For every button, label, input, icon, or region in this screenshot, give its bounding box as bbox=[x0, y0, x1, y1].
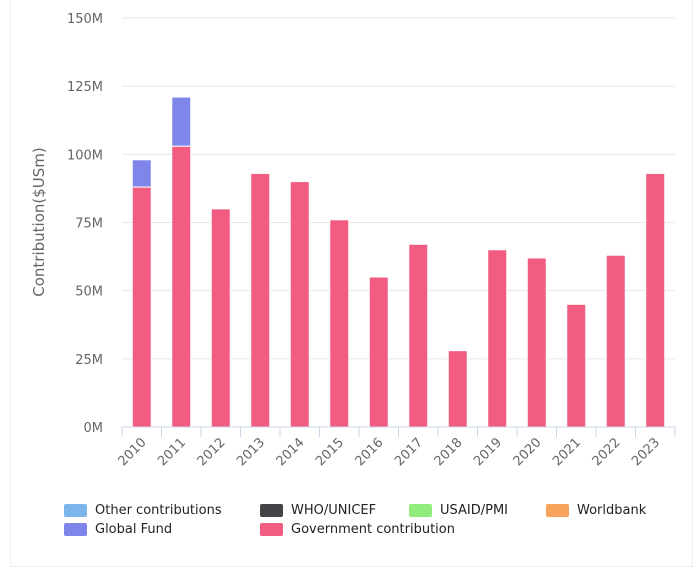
x-tick-label: 2015 bbox=[313, 435, 347, 469]
bar-government-contribution-2019[interactable] bbox=[487, 249, 508, 428]
legend-swatch bbox=[64, 504, 87, 517]
x-tick-label: 2023 bbox=[629, 435, 663, 469]
bar-government-contribution-2015[interactable] bbox=[329, 219, 350, 428]
legend-item-government-contribution[interactable]: Government contribution bbox=[260, 522, 455, 537]
y-axis-ticks: 0M 25M 50M 75M 100M 125M 150M bbox=[67, 12, 103, 436]
gridlines bbox=[122, 17, 675, 428]
bar-government-contribution-2017[interactable] bbox=[408, 243, 429, 428]
x-tick-label: 2016 bbox=[353, 435, 387, 469]
x-axis: 2010 2011 2012 2013 2014 2015 2016 2017 2018 2019… bbox=[116, 426, 676, 469]
legend-swatch bbox=[409, 504, 432, 517]
legend-swatch bbox=[260, 523, 283, 536]
y-tick-label: 25M bbox=[75, 353, 103, 368]
y-axis-label: Contribution($USm) bbox=[30, 147, 48, 297]
y-tick-label: 150M bbox=[67, 12, 103, 27]
x-tick-label: 2014 bbox=[274, 435, 308, 469]
x-tick-label: 2012 bbox=[195, 435, 229, 469]
legend-item-who-unicef[interactable]: WHO/UNICEF bbox=[260, 503, 376, 518]
x-tick-label: 2013 bbox=[234, 435, 268, 469]
bar-government-contribution-2022[interactable] bbox=[605, 254, 626, 428]
legend-item-other-contributions[interactable]: Other contributions bbox=[64, 503, 222, 518]
legend-swatch bbox=[546, 504, 569, 517]
bar-government-contribution-2010[interactable] bbox=[131, 186, 152, 428]
legend-swatch bbox=[64, 523, 87, 536]
chart-frame bbox=[10, 0, 693, 567]
legend-label: WHO/UNICEF bbox=[291, 503, 377, 518]
bar-government-contribution-2011[interactable] bbox=[171, 145, 192, 428]
x-tick-label: 2018 bbox=[432, 435, 466, 469]
y-tick-label: 50M bbox=[75, 285, 103, 300]
legend-label: USAID/PMI bbox=[440, 503, 509, 518]
bar-government-contribution-2020[interactable] bbox=[526, 257, 547, 428]
legend-label: Global Fund bbox=[95, 522, 173, 537]
y-tick-label: 75M bbox=[75, 217, 103, 232]
bar-government-contribution-2012[interactable] bbox=[210, 208, 231, 428]
bar-government-contribution-2013[interactable] bbox=[250, 172, 271, 428]
legend-item-usaid-pmi[interactable]: USAID/PMI bbox=[409, 503, 508, 518]
legend-item-global-fund[interactable]: Global Fund bbox=[64, 522, 172, 537]
x-tick-label: 2021 bbox=[550, 435, 584, 469]
x-tick-label: 2017 bbox=[392, 435, 426, 469]
x-tick-label: 2022 bbox=[590, 435, 624, 469]
bar-government-contribution-2018[interactable] bbox=[447, 350, 468, 428]
bar-government-contribution-2016[interactable] bbox=[368, 276, 389, 428]
y-tick-label: 100M bbox=[67, 148, 103, 163]
x-tick-label: 2011 bbox=[155, 435, 189, 469]
legend-item-worldbank[interactable]: Worldbank bbox=[546, 503, 646, 518]
legend-label: Government contribution bbox=[291, 522, 455, 537]
stacked-bar-chart: 0M 25M 50M 75M 100M 125M 150M 2010 2011 2012 2013… bbox=[30, 12, 676, 469]
bar-global-fund-2010[interactable] bbox=[131, 159, 152, 188]
bar-global-fund-2011[interactable] bbox=[171, 96, 192, 147]
x-tick-label: 2010 bbox=[116, 435, 150, 469]
y-tick-label: 125M bbox=[67, 80, 103, 95]
bar-government-contribution-2021[interactable] bbox=[566, 303, 587, 428]
legend-swatch bbox=[260, 504, 283, 517]
bar-government-contribution-2023[interactable] bbox=[645, 172, 666, 428]
y-tick-label: 0M bbox=[84, 421, 104, 436]
x-tick-label: 2019 bbox=[471, 435, 505, 469]
bars bbox=[131, 96, 666, 428]
bar-government-contribution-2014[interactable] bbox=[289, 181, 310, 428]
legend-label: Other contributions bbox=[95, 503, 222, 518]
legend-label: Worldbank bbox=[577, 503, 647, 518]
x-tick-label: 2020 bbox=[511, 435, 545, 469]
